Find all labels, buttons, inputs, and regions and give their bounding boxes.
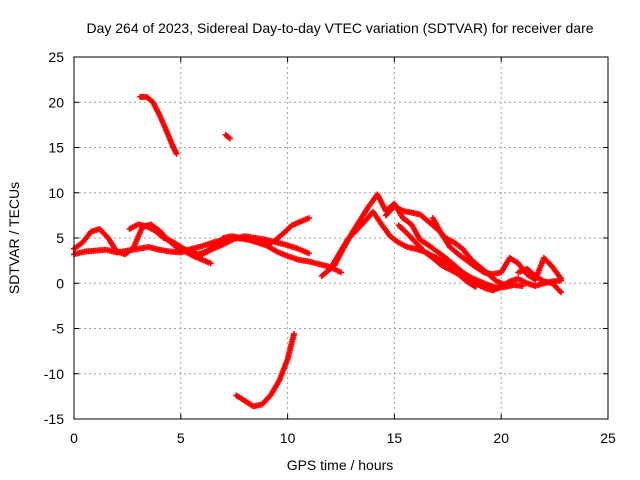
x-tick-label: 10 bbox=[280, 430, 296, 446]
chart-title: Day 264 of 2023, Sidereal Day-to-day VTE… bbox=[86, 20, 593, 36]
series-track-4 bbox=[199, 233, 312, 258]
data-point bbox=[305, 250, 312, 257]
axis-ticks: 0 5 10 15 20 25 -15 -10 -5 0 5 10 15 20 25 bbox=[44, 49, 616, 446]
grid bbox=[74, 57, 608, 419]
y-tick-label: 25 bbox=[48, 49, 64, 65]
y-tick-label: 0 bbox=[56, 275, 64, 291]
x-tick-label: 5 bbox=[177, 430, 185, 446]
series-track-6 bbox=[222, 131, 233, 142]
x-axis-label: GPS time / hours bbox=[287, 457, 394, 473]
series-track-13 bbox=[515, 265, 565, 296]
y-tick-label: -5 bbox=[52, 321, 65, 337]
data-point bbox=[305, 215, 312, 222]
y-tick-label: 15 bbox=[48, 140, 64, 156]
data-point bbox=[226, 135, 233, 142]
data-point bbox=[519, 282, 526, 289]
x-tick-label: 15 bbox=[387, 430, 403, 446]
series-track-7 bbox=[233, 330, 298, 410]
data-point bbox=[558, 275, 565, 282]
data-point bbox=[173, 150, 180, 157]
y-tick-label: 5 bbox=[56, 230, 64, 246]
y-tick-label: -15 bbox=[44, 411, 64, 427]
series-track-5 bbox=[137, 93, 180, 157]
x-tick-label: 25 bbox=[600, 430, 616, 446]
series-track-11 bbox=[395, 222, 565, 294]
x-tick-label: 0 bbox=[70, 430, 78, 446]
y-tick-label: -10 bbox=[44, 366, 64, 382]
y-tick-label: 20 bbox=[48, 94, 64, 110]
data-point bbox=[558, 289, 565, 296]
y-tick-label: 10 bbox=[48, 185, 64, 201]
data-point bbox=[207, 260, 214, 267]
y-axis-label: SDTVAR / TECUs bbox=[6, 182, 22, 294]
x-tick-label: 20 bbox=[493, 430, 509, 446]
data-point bbox=[291, 330, 298, 337]
series-track-2 bbox=[71, 221, 214, 267]
series-layer bbox=[71, 93, 565, 410]
data-point bbox=[338, 269, 344, 276]
series-track-12 bbox=[429, 215, 565, 283]
